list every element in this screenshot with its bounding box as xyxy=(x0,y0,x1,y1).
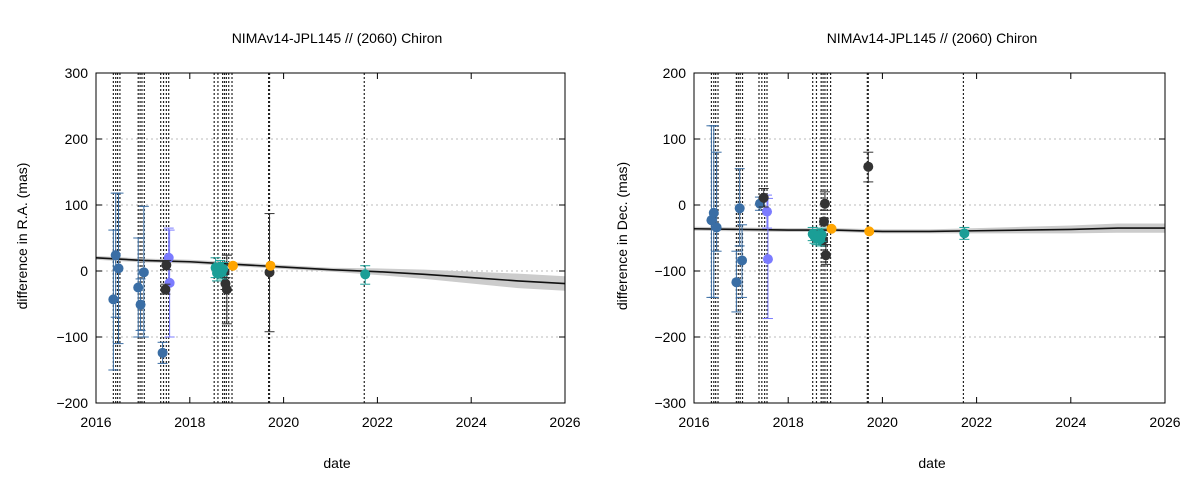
data-point xyxy=(864,226,875,237)
data-point xyxy=(826,223,837,234)
y-tick-label: 300 xyxy=(65,65,89,81)
data-point xyxy=(110,250,121,261)
plot-frame xyxy=(693,72,1166,404)
data-point xyxy=(135,299,146,310)
x-tick-label: 2016 xyxy=(678,414,709,430)
y-axis-label: difference in R.A. (mas) xyxy=(14,163,30,310)
model-line xyxy=(693,227,1165,233)
data-point xyxy=(863,161,874,172)
x-tick-label: 2024 xyxy=(456,414,487,430)
y-axis-label: difference in Dec. (mas) xyxy=(614,162,630,310)
x-tick-label: 2022 xyxy=(961,414,992,430)
y-tick-label: 100 xyxy=(663,131,687,147)
data-point xyxy=(221,284,232,295)
x-tick-label: 2018 xyxy=(174,414,205,430)
x-tick-label: 2018 xyxy=(773,414,804,430)
y-tick-label: −200 xyxy=(56,395,88,411)
y-tick-label: 0 xyxy=(678,197,686,213)
data-point xyxy=(711,222,722,233)
data-point xyxy=(113,263,124,274)
x-tick-label: 2016 xyxy=(80,414,111,430)
data-point xyxy=(737,255,748,266)
x-axis-label: date xyxy=(323,455,350,471)
data-point xyxy=(819,198,830,209)
data-point xyxy=(227,260,238,271)
plot-frame xyxy=(95,72,566,404)
data-point xyxy=(708,207,719,218)
x-tick-label: 2026 xyxy=(1149,414,1180,430)
data-point xyxy=(108,294,119,305)
data-point xyxy=(731,277,742,288)
data-point xyxy=(138,267,149,278)
data-point xyxy=(265,260,276,271)
data-point xyxy=(959,228,970,239)
x-tick-label: 2024 xyxy=(1055,414,1086,430)
x-tick-label: 2026 xyxy=(549,414,580,430)
data-point xyxy=(161,260,172,271)
y-tick-label: 200 xyxy=(663,65,687,81)
data-point xyxy=(133,282,144,293)
data-point xyxy=(160,284,171,295)
data-point xyxy=(360,269,371,280)
model-line xyxy=(95,257,566,285)
dec-residual-chart: NIMAv14-JPL145 // (2060) Chiron date dif… xyxy=(614,30,1181,471)
y-tick-label: −100 xyxy=(56,329,88,345)
ra-residual-chart: NIMAv14-JPL145 // (2060) Chiron date dif… xyxy=(14,30,581,471)
x-tick-label: 2020 xyxy=(268,414,299,430)
y-tick-label: −300 xyxy=(654,395,686,411)
data-point xyxy=(816,229,827,240)
data-point xyxy=(157,347,168,358)
data-point xyxy=(820,250,831,261)
x-axis-label: date xyxy=(918,455,945,471)
chart-title: NIMAv14-JPL145 // (2060) Chiron xyxy=(232,30,443,46)
data-point xyxy=(734,203,745,214)
y-tick-label: 100 xyxy=(65,197,89,213)
data-point xyxy=(758,192,769,203)
x-tick-label: 2022 xyxy=(362,414,393,430)
y-tick-label: −100 xyxy=(654,263,686,279)
data-point xyxy=(218,264,229,275)
data-point xyxy=(762,206,773,217)
x-tick-label: 2020 xyxy=(867,414,898,430)
chart-title: NIMAv14-JPL145 // (2060) Chiron xyxy=(827,30,1038,46)
y-tick-label: 200 xyxy=(65,131,89,147)
y-tick-label: 0 xyxy=(80,263,88,279)
data-point xyxy=(762,254,773,265)
y-tick-label: −200 xyxy=(654,329,686,345)
data-point xyxy=(818,216,829,227)
